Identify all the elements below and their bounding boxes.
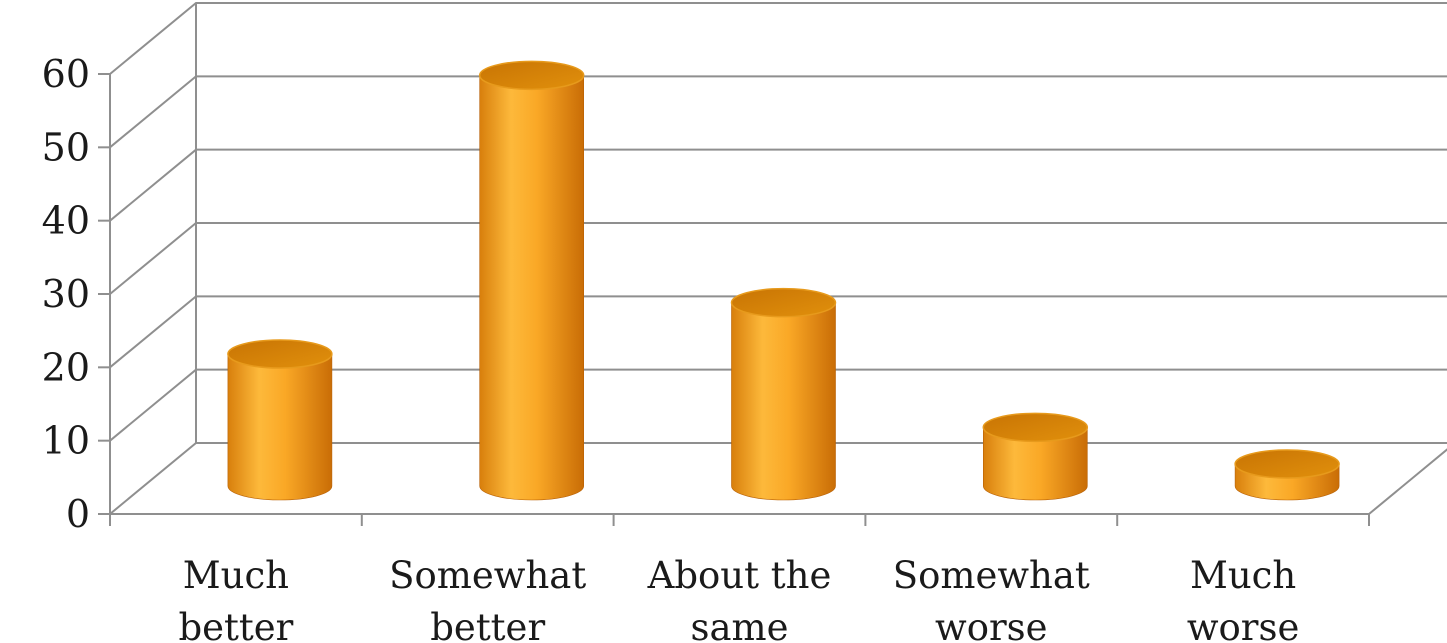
- bar: [730, 287, 837, 501]
- gridline: [109, 2, 1447, 75]
- gridlines: [98, 2, 1447, 526]
- x-tick-label-line: better: [430, 606, 545, 643]
- y-axis-tick-labels: 0 10 20 30 40 50 60: [42, 52, 90, 536]
- x-tick-label: Much worse: [1187, 554, 1300, 643]
- y-tick-label: 30: [42, 272, 90, 316]
- y-tick-label: 40: [42, 199, 90, 243]
- floor-edge: [1368, 448, 1447, 515]
- gridline: [109, 148, 1447, 222]
- bar: [982, 412, 1089, 501]
- bar-top: [478, 60, 585, 91]
- y-tick-label: 60: [42, 52, 90, 96]
- y-tick-label: 0: [66, 492, 90, 536]
- bar: [1234, 449, 1340, 501]
- x-tick-label-line: Somewhat: [893, 554, 1090, 597]
- y-tick-label: 50: [42, 125, 90, 169]
- y-tick-label: 10: [42, 419, 90, 463]
- x-tick-label-line: worse: [1187, 606, 1300, 643]
- x-tick-label: Somewhat worse: [893, 554, 1090, 643]
- x-tick-label-line: Much: [1190, 554, 1296, 597]
- x-tick-label-line: worse: [935, 606, 1048, 643]
- bar-top: [227, 339, 333, 369]
- x-tick-label-line: About the: [647, 554, 832, 597]
- gridline: [109, 75, 1447, 149]
- bar-top: [1234, 449, 1340, 479]
- x-tick-label: Somewhat better: [389, 554, 586, 643]
- bar: [227, 339, 333, 501]
- x-axis-tick-labels: Much better Somewhat better About the same Som…: [178, 554, 1299, 643]
- bars: [227, 60, 1340, 501]
- bar-body: [983, 427, 1088, 501]
- x-tick-label-line: better: [178, 606, 293, 643]
- x-tick-label: Much better: [178, 554, 293, 643]
- bar-top: [730, 287, 837, 318]
- y-tick-label: 20: [42, 345, 90, 389]
- bar-top: [982, 412, 1089, 443]
- x-tick-label: About the same: [647, 554, 832, 643]
- bar: [478, 60, 585, 501]
- bar-body: [479, 75, 584, 501]
- bar-body: [227, 353, 333, 501]
- x-tick-label-line: same: [690, 606, 788, 643]
- x-tick-label-line: Somewhat: [389, 554, 586, 597]
- gridline: [109, 222, 1447, 295]
- bar-body: [731, 302, 836, 501]
- x-tick-label-line: Much: [183, 554, 289, 597]
